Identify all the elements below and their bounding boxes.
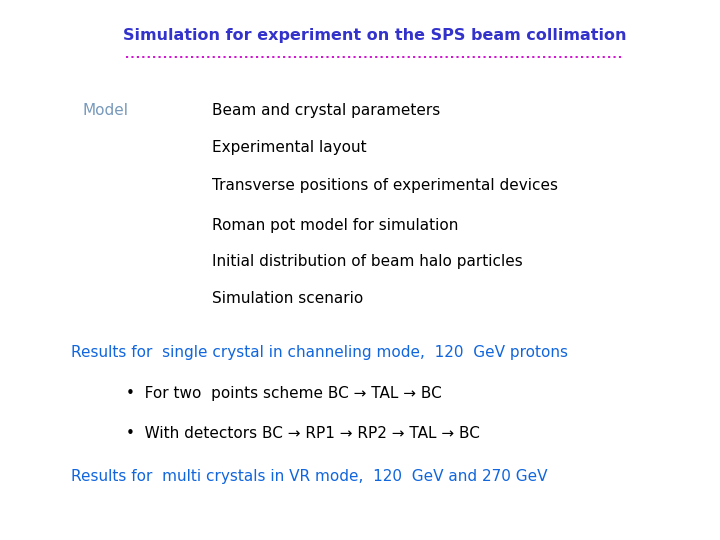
Text: Experimental layout: Experimental layout — [212, 140, 367, 156]
Text: Results for  multi crystals in VR mode,  120  GeV and 270 GeV: Results for multi crystals in VR mode, 1… — [71, 469, 547, 484]
Text: Roman pot model for simulation: Roman pot model for simulation — [212, 218, 459, 233]
Text: •  With detectors BC → RP1 → RP2 → TAL → BC: • With detectors BC → RP1 → RP2 → TAL → … — [126, 426, 480, 441]
Text: Transverse positions of experimental devices: Transverse positions of experimental dev… — [212, 178, 559, 193]
Text: Initial distribution of beam halo particles: Initial distribution of beam halo partic… — [212, 254, 523, 269]
Text: Simulation scenario: Simulation scenario — [212, 291, 364, 306]
Text: Results for  single crystal in channeling mode,  120  GeV protons: Results for single crystal in channeling… — [71, 345, 567, 360]
Text: Model: Model — [83, 103, 129, 118]
Text: •  For two  points scheme BC → TAL → BC: • For two points scheme BC → TAL → BC — [126, 386, 442, 401]
Text: Simulation for experiment on the SPS beam collimation: Simulation for experiment on the SPS bea… — [122, 28, 626, 43]
Text: Beam and crystal parameters: Beam and crystal parameters — [212, 103, 441, 118]
